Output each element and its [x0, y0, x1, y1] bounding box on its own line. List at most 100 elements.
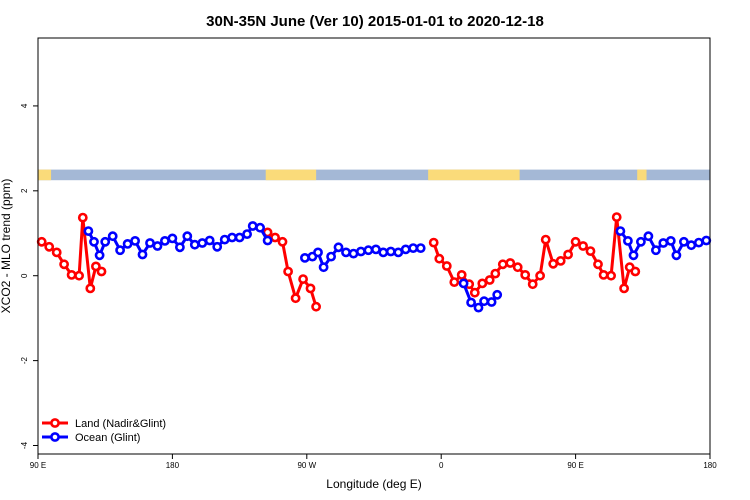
y-tick-label: 4: [20, 103, 29, 108]
data-point: [59, 259, 69, 270]
data-point: [341, 247, 351, 258]
x-axis-label: Longitude (deg E): [326, 477, 421, 491]
data-point: [593, 259, 603, 270]
legend: Land (Nadir&Glint) Ocean (Glint): [42, 418, 166, 444]
data-point: [227, 232, 237, 243]
data-point: [77, 212, 88, 223]
x-tick-label: 180: [166, 461, 180, 470]
data-point: [393, 247, 404, 258]
data-point: [318, 262, 329, 273]
data-point: [628, 250, 639, 261]
data-point: [466, 297, 476, 308]
data-point: [611, 212, 622, 222]
data-point: [658, 238, 669, 248]
data-point: [83, 226, 94, 236]
land-strip-segment: [38, 169, 52, 181]
y-tick-label: -4: [20, 441, 29, 449]
data-point: [174, 242, 185, 253]
data-point: [490, 268, 501, 279]
data-point: [283, 266, 293, 277]
series-land: [36, 212, 641, 312]
x-tick-label: 0: [439, 461, 444, 470]
data-point: [152, 241, 163, 251]
data-point: [527, 279, 538, 290]
data-point: [615, 226, 626, 236]
data-point: [234, 232, 245, 243]
data-point: [107, 231, 118, 242]
data-point: [400, 244, 411, 255]
data-point: [277, 236, 288, 247]
legend-marker: [50, 432, 60, 442]
data-point: [535, 270, 545, 281]
data-point: [520, 269, 531, 280]
data-point: [290, 293, 301, 304]
data-point: [145, 238, 155, 248]
legend-marker: [50, 418, 60, 428]
y-tick-label: -2: [20, 357, 29, 365]
data-point: [44, 241, 55, 252]
data-point: [458, 278, 469, 289]
data-point: [643, 231, 654, 242]
data-point: [693, 237, 704, 248]
data-point: [89, 236, 99, 247]
data-point: [469, 287, 480, 298]
data-point: [651, 245, 661, 256]
data-point: [94, 250, 105, 261]
legend-label: Ocean (Glint): [75, 432, 140, 444]
data-point: [378, 247, 389, 258]
data-point: [182, 231, 193, 242]
data-point: [449, 277, 460, 287]
data-point: [671, 250, 682, 261]
data-point: [355, 246, 366, 257]
data-point: [137, 249, 148, 260]
data-point: [270, 232, 280, 243]
data-point: [563, 249, 573, 260]
land-strip-segment: [265, 169, 317, 181]
data-point: [100, 236, 111, 247]
series-layer: [36, 212, 712, 313]
x-tick-label: 90 E: [30, 461, 46, 470]
data-point: [686, 240, 697, 251]
data-point: [623, 235, 633, 246]
series-ocean: [83, 221, 712, 313]
data-point: [115, 245, 125, 256]
data-point: [408, 243, 419, 253]
x-tick-label: 90 E: [567, 461, 583, 470]
data-point: [585, 246, 596, 256]
data-point: [701, 235, 712, 246]
data-point: [122, 238, 133, 249]
data-point: [484, 275, 495, 285]
data-point: [305, 283, 316, 294]
data-point: [167, 233, 178, 244]
data-point: [428, 237, 439, 248]
y-tick-label: 2: [20, 188, 29, 193]
data-point: [159, 235, 170, 246]
data-point: [636, 236, 646, 247]
data-point: [456, 269, 467, 280]
data-point: [441, 261, 452, 271]
data-point: [66, 269, 77, 280]
data-point: [74, 270, 84, 281]
data-point: [505, 258, 516, 268]
data-point: [311, 301, 321, 312]
plot-frame: [37, 37, 711, 455]
data-point: [299, 252, 310, 263]
land-strip-segment: [637, 169, 647, 181]
data-point: [486, 297, 497, 307]
data-point: [242, 229, 252, 239]
data-point: [51, 247, 62, 258]
data-point: [630, 266, 641, 277]
data-point: [363, 245, 374, 256]
data-point: [665, 235, 676, 246]
data-point: [262, 235, 273, 246]
data-point: [415, 243, 426, 253]
data-point: [555, 255, 566, 266]
data-point: [36, 236, 47, 247]
ocean-strip: [38, 169, 710, 181]
y-axis-label: XCO2 - MLO trend (ppm): [0, 179, 13, 314]
data-point: [370, 244, 381, 255]
data-point: [570, 236, 581, 247]
x-tick-label: 90 W: [297, 461, 316, 470]
data-point: [385, 246, 396, 257]
